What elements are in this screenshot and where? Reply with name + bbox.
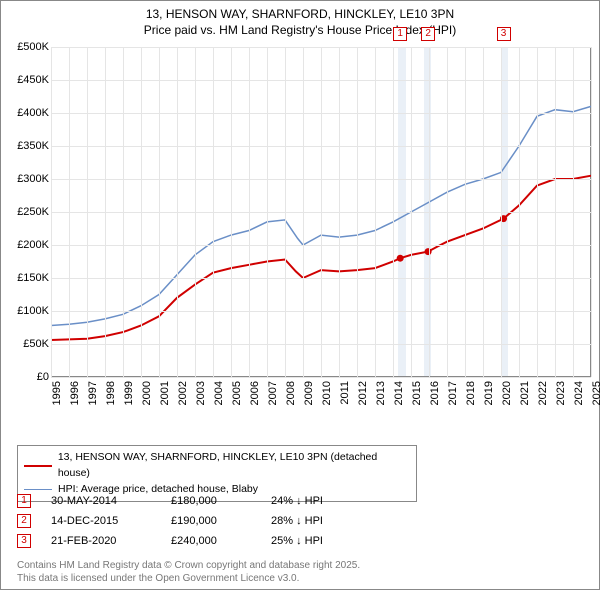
sale-marker-icon: 3	[17, 534, 31, 548]
x-tick-label: 2014	[393, 381, 405, 405]
x-tick-label: 2000	[141, 381, 153, 405]
x-tick-label: 2025	[591, 381, 600, 405]
sale-delta: 24% ↓ HPI	[271, 495, 371, 507]
x-tick-label: 2022	[537, 381, 549, 405]
marker-label-1: 1	[393, 27, 407, 41]
title-line-1: 13, HENSON WAY, SHARNFORD, HINCKLEY, LE1…	[1, 7, 599, 23]
sale-point-1	[397, 255, 404, 262]
chart-area: £0 £50K £100K £150K £200K £250K £300K £350K £400…	[11, 47, 591, 407]
x-tick-label: 2019	[483, 381, 495, 405]
marker-label-2: 2	[421, 27, 435, 41]
x-tick-label: 2016	[429, 381, 441, 405]
legend-swatch	[24, 489, 52, 491]
sale-row: 1 30-MAY-2014£180,00024% ↓ HPI	[17, 491, 371, 511]
x-tick-label: 2012	[357, 381, 369, 405]
y-tick-label: £300K	[17, 173, 49, 185]
sale-delta: 28% ↓ HPI	[271, 515, 371, 527]
y-tick-label: £500K	[17, 41, 49, 53]
y-tick-label: £0	[37, 371, 49, 383]
sale-marker-icon: 2	[17, 514, 31, 528]
plot-region: 123	[51, 47, 591, 377]
x-tick-label: 1996	[69, 381, 81, 405]
sale-price: £190,000	[171, 515, 271, 527]
footer-line-1: Contains HM Land Registry data © Crown c…	[17, 559, 360, 572]
sale-price: £180,000	[171, 495, 271, 507]
y-tick-label: £50K	[23, 338, 49, 350]
y-tick-label: £250K	[17, 206, 49, 218]
y-tick-label: £400K	[17, 107, 49, 119]
sale-delta: 25% ↓ HPI	[271, 535, 371, 547]
sale-date: 30-MAY-2014	[51, 495, 171, 507]
sale-table: 1 30-MAY-2014£180,00024% ↓ HPI 2 14-DEC-201…	[17, 491, 371, 551]
x-tick-label: 2005	[231, 381, 243, 405]
legend-swatch	[24, 465, 52, 467]
x-tick-label: 1995	[51, 381, 63, 405]
sale-marker-icon: 1	[17, 494, 31, 508]
x-tick-label: 2017	[447, 381, 459, 405]
x-tick-label: 2020	[501, 381, 513, 405]
marker-label-3: 3	[497, 27, 511, 41]
legend-label: 13, HENSON WAY, SHARNFORD, HINCKLEY, LE1…	[58, 450, 410, 482]
sale-date: 14-DEC-2015	[51, 515, 171, 527]
x-tick-label: 2002	[177, 381, 189, 405]
x-tick-label: 2023	[555, 381, 567, 405]
y-axis: £0£50K£100K£150K£200K£250K£300K£350K£400…	[11, 47, 51, 377]
sale-row: 3 21-FEB-2020£240,00025% ↓ HPI	[17, 531, 371, 551]
footer-line-2: This data is licensed under the Open Gov…	[17, 572, 360, 585]
x-tick-label: 2003	[195, 381, 207, 405]
x-tick-label: 2018	[465, 381, 477, 405]
x-tick-label: 2007	[267, 381, 279, 405]
x-tick-label: 2015	[411, 381, 423, 405]
footer: Contains HM Land Registry data © Crown c…	[17, 559, 360, 585]
y-tick-label: £100K	[17, 305, 49, 317]
sale-date: 21-FEB-2020	[51, 535, 171, 547]
y-tick-label: £450K	[17, 74, 49, 86]
x-tick-label: 2024	[573, 381, 585, 405]
x-tick-label: 2010	[321, 381, 333, 405]
sale-price: £240,000	[171, 535, 271, 547]
x-tick-label: 2006	[249, 381, 261, 405]
x-tick-label: 2021	[519, 381, 531, 405]
chart-container: 13, HENSON WAY, SHARNFORD, HINCKLEY, LE1…	[0, 0, 600, 590]
x-tick-label: 1997	[87, 381, 99, 405]
legend-row: 13, HENSON WAY, SHARNFORD, HINCKLEY, LE1…	[24, 450, 410, 482]
x-tick-label: 2011	[339, 381, 351, 405]
sale-row: 2 14-DEC-2015£190,00028% ↓ HPI	[17, 511, 371, 531]
y-tick-label: £350K	[17, 140, 49, 152]
y-tick-label: £150K	[17, 272, 49, 284]
x-tick-label: 1999	[123, 381, 135, 405]
x-tick-label: 2009	[303, 381, 315, 405]
x-tick-label: 2008	[285, 381, 297, 405]
x-tick-label: 2001	[159, 381, 171, 405]
y-tick-label: £200K	[17, 239, 49, 251]
x-tick-label: 2013	[375, 381, 387, 405]
x-axis: 1995 1996 1997 1998 1999 2000 2001 2002 2003 2004…	[51, 377, 591, 407]
x-tick-label: 1998	[105, 381, 117, 405]
x-tick-label: 2004	[213, 381, 225, 405]
